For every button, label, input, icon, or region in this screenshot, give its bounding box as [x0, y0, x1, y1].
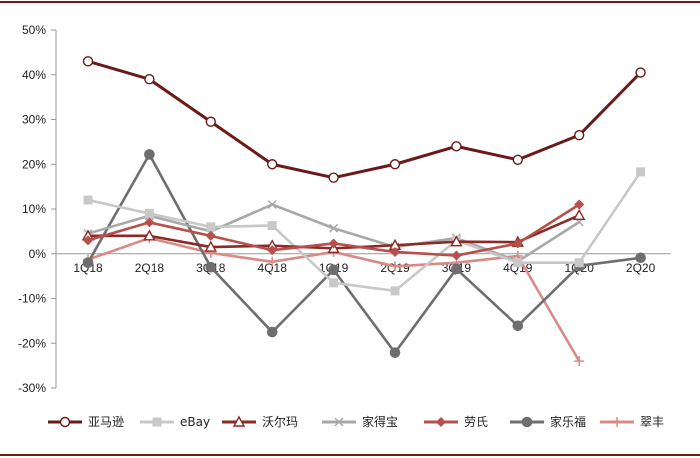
data-point: [635, 67, 646, 78]
data-point: [389, 159, 401, 170]
y-tick-label: -20%: [18, 336, 46, 350]
series-line: [86, 153, 641, 354]
data-point: [144, 217, 155, 228]
legend-label: 翠丰: [640, 415, 664, 429]
x-tick-label: 2Q20: [626, 261, 656, 275]
data-point: [574, 199, 585, 210]
data-point: [451, 141, 462, 152]
data-point: [232, 415, 246, 427]
data-point: [82, 257, 94, 269]
legend-label: 家得宝: [362, 414, 398, 429]
data-point: [389, 347, 401, 358]
legend-label: 沃尔玛: [262, 414, 298, 429]
data-point: [328, 172, 339, 183]
legend-item: 家乐福: [510, 414, 586, 429]
y-tick-label: 20%: [22, 157, 46, 171]
legend-item: 家得宝: [322, 414, 398, 429]
data-point: [574, 129, 585, 141]
y-tick-label: -10%: [18, 292, 46, 306]
data-point: [83, 195, 93, 205]
data-point: [144, 208, 154, 218]
data-point: [144, 149, 155, 160]
series-line: [87, 59, 642, 180]
data-point: [574, 258, 584, 268]
y-tick-label: 10%: [22, 202, 46, 216]
legend-item: 亚马逊: [48, 415, 124, 429]
legend-item: 劳氏: [424, 415, 488, 429]
legend-item: 翠丰: [600, 415, 664, 429]
data-point: [635, 252, 646, 264]
data-point: [328, 238, 339, 249]
data-point: [512, 320, 524, 332]
data-point: [573, 208, 586, 220]
data-point: [328, 264, 339, 276]
data-point: [450, 235, 463, 247]
data-point: [451, 263, 462, 275]
data-point: [82, 56, 94, 67]
data-point: [451, 250, 462, 261]
data-point: [267, 256, 278, 267]
data-point: [205, 261, 217, 273]
y-tick-label: -30%: [18, 381, 46, 395]
data-point: [329, 278, 339, 288]
data-point: [513, 258, 523, 268]
x-tick-label: 4Q18: [258, 261, 288, 275]
data-point: [390, 246, 400, 257]
data-point: [143, 229, 156, 241]
data-point: [59, 416, 71, 428]
y-tick-label: 40%: [22, 68, 46, 82]
legend-label: 劳氏: [464, 415, 488, 429]
series-4: [83, 199, 585, 261]
data-point: [204, 240, 217, 252]
data-point: [267, 159, 278, 170]
data-point: [390, 286, 400, 296]
data-point: [521, 416, 533, 428]
data-point: [436, 417, 446, 427]
x-tick-label: 2Q18: [135, 261, 165, 275]
data-point: [266, 326, 278, 338]
legend-label: 亚马逊: [88, 415, 124, 429]
data-point: [512, 238, 523, 249]
legend-item: 沃尔玛: [222, 414, 298, 429]
data-point: [390, 261, 400, 272]
data-point: [267, 199, 277, 210]
data-point: [612, 417, 622, 427]
data-point: [329, 223, 339, 233]
legend-label: eBay: [180, 415, 210, 429]
y-tick-label: 0%: [29, 247, 47, 261]
data-point: [267, 221, 277, 231]
y-tick-label: 50%: [22, 23, 46, 37]
legend-label: 家乐福: [550, 414, 586, 429]
data-point: [574, 356, 585, 367]
data-point: [636, 167, 646, 177]
data-point: [267, 245, 278, 256]
data-point: [83, 235, 93, 246]
series-0: [82, 56, 646, 183]
data-point: [512, 154, 523, 165]
data-point: [144, 74, 155, 85]
legend-item: eBay: [140, 415, 210, 429]
data-point: [152, 417, 162, 427]
data-point: [334, 417, 344, 427]
data-point: [206, 222, 216, 232]
data-point: [205, 116, 217, 127]
data-point: [205, 230, 216, 241]
series-line: [87, 171, 642, 293]
y-tick-label: 30%: [22, 113, 46, 127]
